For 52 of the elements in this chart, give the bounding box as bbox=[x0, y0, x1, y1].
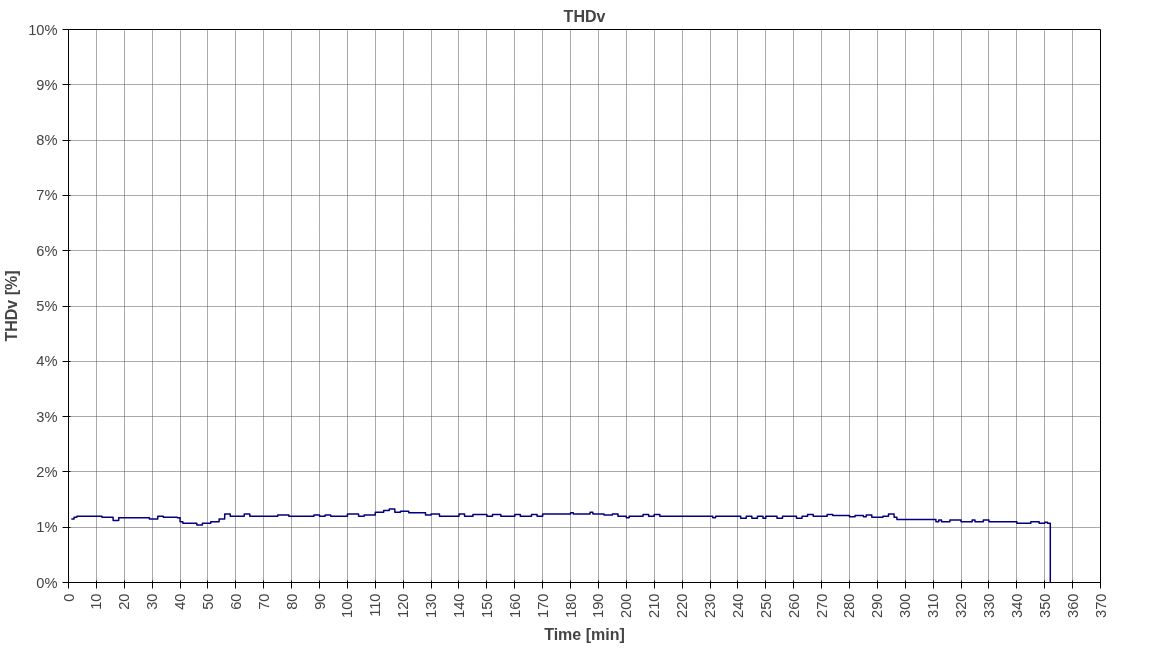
x-tick-label: 280 bbox=[841, 593, 858, 618]
x-tick-label: 60 bbox=[227, 593, 244, 610]
x-tick-label: 210 bbox=[646, 593, 663, 618]
x-tick-label: 220 bbox=[674, 593, 691, 618]
chart-title: THDv bbox=[563, 7, 606, 25]
x-axis-title: Time [min] bbox=[544, 625, 625, 643]
x-tick-label: 330 bbox=[980, 593, 997, 618]
y-tick-label: 3% bbox=[36, 408, 58, 425]
y-tick-label: 7% bbox=[36, 187, 58, 204]
x-tick-label: 0 bbox=[60, 593, 77, 602]
x-tick-label: 350 bbox=[1036, 593, 1053, 618]
x-tick-label: 20 bbox=[116, 593, 133, 610]
x-tick-label: 340 bbox=[1008, 593, 1025, 618]
y-tick-label: 9% bbox=[36, 76, 58, 93]
y-tick-label: 10% bbox=[28, 21, 58, 38]
x-tick-label: 290 bbox=[869, 593, 886, 618]
x-tick-label: 270 bbox=[813, 593, 830, 618]
x-tick-label: 320 bbox=[953, 593, 970, 618]
x-tick-label: 110 bbox=[367, 593, 384, 617]
x-tick-label: 160 bbox=[506, 593, 523, 618]
x-tick-label: 120 bbox=[395, 593, 412, 618]
x-tick-label: 90 bbox=[311, 593, 328, 610]
x-tick-label: 170 bbox=[534, 593, 551, 618]
x-tick-label: 130 bbox=[423, 593, 440, 618]
x-tick-label: 100 bbox=[339, 593, 356, 618]
y-tick-label: 6% bbox=[36, 242, 58, 259]
x-tick-label: 150 bbox=[478, 593, 495, 618]
y-tick-label: 0% bbox=[36, 574, 58, 591]
x-tick-label: 190 bbox=[590, 593, 607, 618]
x-tick-label: 180 bbox=[562, 593, 579, 618]
x-tick-label: 310 bbox=[925, 593, 942, 618]
x-tick-label: 250 bbox=[757, 593, 774, 618]
x-tick-label: 300 bbox=[897, 593, 914, 618]
x-tick-label: 200 bbox=[618, 593, 635, 618]
x-tick-label: 360 bbox=[1064, 593, 1081, 618]
x-tick-label: 260 bbox=[785, 593, 802, 618]
y-tick-label: 8% bbox=[36, 132, 58, 149]
x-tick-label: 230 bbox=[702, 593, 719, 618]
y-axis-title: THDv [%] bbox=[3, 270, 21, 342]
x-tick-label: 140 bbox=[450, 593, 467, 618]
y-tick-label: 2% bbox=[36, 463, 58, 480]
x-tick-label: 10 bbox=[88, 593, 105, 610]
x-tick-label: 370 bbox=[1092, 593, 1109, 618]
x-tick-label: 40 bbox=[172, 593, 189, 610]
y-tick-label: 5% bbox=[36, 298, 58, 314]
x-tick-label: 50 bbox=[199, 593, 216, 610]
x-tick-label: 240 bbox=[729, 593, 746, 618]
y-tick-label: 1% bbox=[36, 519, 58, 536]
x-tick-label: 30 bbox=[144, 593, 161, 610]
x-tick-label: 70 bbox=[255, 593, 272, 610]
y-tick-label: 4% bbox=[36, 353, 58, 370]
x-tick-label: 80 bbox=[283, 593, 300, 610]
